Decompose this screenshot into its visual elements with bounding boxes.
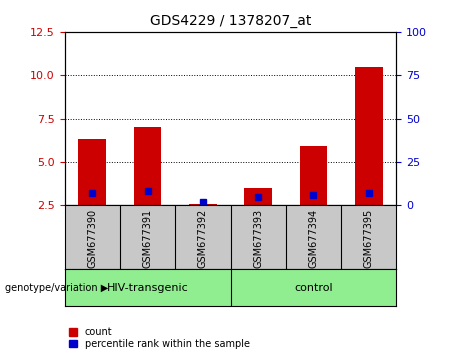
Text: GSM677395: GSM677395 <box>364 209 374 268</box>
Text: GSM677390: GSM677390 <box>87 209 97 268</box>
Bar <box>244 188 272 205</box>
Bar <box>78 139 106 205</box>
Text: control: control <box>294 282 333 293</box>
Title: GDS4229 / 1378207_at: GDS4229 / 1378207_at <box>150 14 311 28</box>
Text: GSM677393: GSM677393 <box>253 209 263 268</box>
Text: GSM677392: GSM677392 <box>198 209 208 268</box>
Text: GSM677394: GSM677394 <box>308 209 319 268</box>
Text: GSM677391: GSM677391 <box>142 209 153 268</box>
Bar <box>134 127 161 205</box>
Text: genotype/variation ▶: genotype/variation ▶ <box>5 282 108 293</box>
Bar <box>300 146 327 205</box>
Text: HIV-transgenic: HIV-transgenic <box>106 282 189 293</box>
Bar <box>355 67 383 205</box>
Legend: count, percentile rank within the sample: count, percentile rank within the sample <box>70 327 250 349</box>
